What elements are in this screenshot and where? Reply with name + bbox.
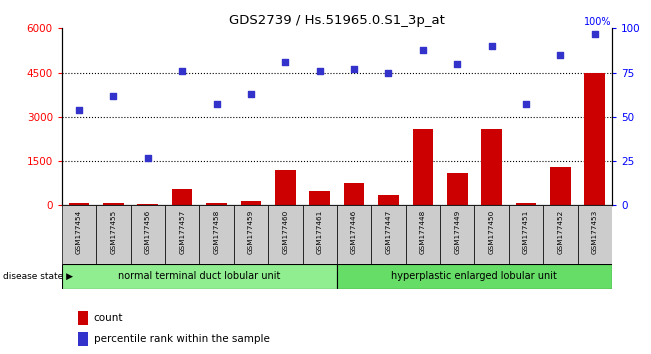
Text: GSM177460: GSM177460 [283,210,288,254]
Bar [344,183,365,205]
Text: GSM177453: GSM177453 [592,210,598,254]
Bar [309,190,330,205]
Bar [577,205,612,264]
Point [418,47,428,52]
Bar [268,205,303,264]
Text: GSM177456: GSM177456 [145,210,151,254]
Bar [275,170,296,205]
Bar [137,204,158,205]
Point [314,68,325,74]
Bar [172,189,193,205]
Bar [337,205,371,264]
Point [521,102,531,107]
Point [349,66,359,72]
Bar [550,167,571,205]
Point [452,61,462,67]
Bar [103,203,124,205]
Bar [303,205,337,264]
Point [108,93,118,98]
Bar [69,203,89,205]
Point [143,155,153,160]
Bar [585,73,605,205]
Title: GDS2739 / Hs.51965.0.S1_3p_at: GDS2739 / Hs.51965.0.S1_3p_at [229,14,445,27]
Text: percentile rank within the sample: percentile rank within the sample [94,334,270,344]
Text: GSM177452: GSM177452 [557,210,563,254]
Bar [78,332,89,346]
Bar [371,205,406,264]
Text: count: count [94,313,123,323]
Bar [241,201,261,205]
Text: GSM177451: GSM177451 [523,210,529,254]
Bar [165,205,199,264]
Bar [206,202,227,205]
Text: GSM177461: GSM177461 [316,210,323,254]
Text: 100%: 100% [585,17,612,27]
Point [212,102,222,107]
Bar [481,129,502,205]
Text: GSM177457: GSM177457 [179,210,185,254]
Text: GSM177447: GSM177447 [385,210,391,254]
Bar [447,173,467,205]
Bar [199,205,234,264]
Bar [509,205,543,264]
Text: GSM177450: GSM177450 [489,210,495,254]
Bar [516,203,536,205]
Text: hyperplastic enlarged lobular unit: hyperplastic enlarged lobular unit [391,271,557,281]
Bar [543,205,577,264]
Point [280,59,290,65]
Text: disease state ▶: disease state ▶ [3,272,74,281]
Text: GSM177455: GSM177455 [111,210,117,254]
Bar [440,205,475,264]
Text: GSM177449: GSM177449 [454,210,460,254]
Bar [337,264,612,289]
Point [555,52,566,58]
Bar [131,205,165,264]
Bar [62,205,96,264]
Text: GSM177448: GSM177448 [420,210,426,254]
Text: GSM177446: GSM177446 [351,210,357,254]
Bar [378,195,399,205]
Point [590,31,600,36]
Bar [96,205,131,264]
Bar [234,205,268,264]
Bar [78,312,89,325]
Text: GSM177458: GSM177458 [214,210,219,254]
Point [177,68,187,74]
Point [383,70,394,75]
Point [486,43,497,49]
Bar [413,129,433,205]
Text: GSM177454: GSM177454 [76,210,82,254]
Bar [62,264,337,289]
Point [245,91,256,97]
Bar [406,205,440,264]
Bar [475,205,509,264]
Text: GSM177459: GSM177459 [248,210,254,254]
Text: normal terminal duct lobular unit: normal terminal duct lobular unit [118,271,281,281]
Point [74,107,84,113]
